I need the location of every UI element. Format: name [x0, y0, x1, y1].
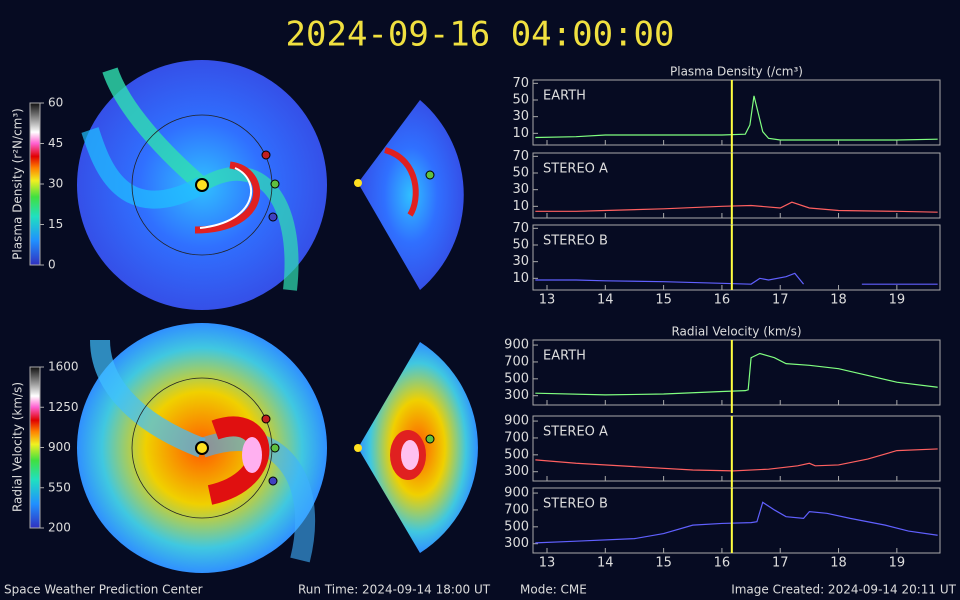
x-tick-label: 17: [772, 556, 789, 571]
y-tick-label: 50: [512, 93, 529, 108]
colorbar-tick-label: 30: [48, 177, 63, 191]
x-tick-label: 17: [772, 293, 789, 308]
x-tick-label: 14: [597, 293, 614, 308]
y-tick-label: 700: [504, 354, 529, 369]
y-tick-label: 900: [504, 414, 529, 429]
y-tick-label: 10: [512, 199, 529, 214]
series-line: [535, 448, 938, 472]
colorbar-label: Plasma Density (r²N/cm³): [11, 108, 25, 260]
y-tick-label: 300: [504, 388, 529, 403]
panel-label: STEREO A: [543, 425, 608, 440]
footer-text: Run Time: 2024-09-14 18:00 UT: [298, 583, 491, 597]
colorbar-tick-label: 1250: [48, 400, 79, 414]
colorbar: [29, 366, 41, 529]
x-tick-label: 15: [655, 556, 672, 571]
x-tick-label: 19: [889, 293, 906, 308]
panel-frame: [532, 224, 941, 291]
colorbar-tick-label: 45: [48, 136, 63, 150]
panel-title: Radial Velocity (km/s): [671, 325, 801, 339]
panel-label: STEREO B: [543, 234, 608, 249]
y-tick-label: 500: [504, 371, 529, 386]
panel-frame: [532, 487, 941, 554]
series-line: [535, 352, 938, 396]
panel-label: STEREO A: [543, 162, 608, 177]
y-tick-label: 900: [504, 486, 529, 501]
colorbar-tick-label: 200: [48, 521, 71, 535]
panel-label: EARTH: [543, 349, 586, 364]
series-line: [535, 201, 938, 213]
y-tick-label: 30: [512, 182, 529, 197]
x-tick-label: 14: [597, 556, 614, 571]
colorbar: [29, 102, 41, 266]
y-tick-label: 50: [512, 238, 529, 253]
title: 2024-09-16 04:00:00: [286, 15, 675, 55]
series-line: [535, 501, 938, 544]
panel-frame: [532, 79, 941, 146]
y-tick-label: 30: [512, 254, 529, 269]
y-tick-label: 30: [512, 109, 529, 124]
density-map: [77, 60, 464, 310]
x-tick-label: 16: [714, 293, 731, 308]
x-tick-label: 13: [539, 556, 556, 571]
y-tick-label: 300: [504, 464, 529, 479]
y-tick-label: 70: [512, 221, 529, 236]
y-tick-label: 500: [504, 519, 529, 534]
colorbar-tick-label: 60: [48, 96, 63, 110]
y-tick-label: 70: [512, 76, 529, 91]
y-tick-label: 300: [504, 536, 529, 551]
series-line: [535, 95, 938, 141]
panel-label: STEREO B: [543, 497, 608, 512]
y-tick-label: 70: [512, 149, 529, 164]
y-tick-label: 10: [512, 126, 529, 141]
footer-text: Space Weather Prediction Center: [4, 583, 203, 597]
panel-frame: [532, 152, 941, 219]
panel-label: EARTH: [543, 89, 586, 104]
series-line: [535, 272, 805, 285]
velocity-map: [77, 323, 478, 573]
footer-text: Image Created: 2024-09-14 20:11 UT: [731, 583, 956, 597]
x-tick-label: 18: [830, 293, 847, 308]
y-tick-label: 700: [504, 502, 529, 517]
y-tick-label: 10: [512, 271, 529, 286]
colorbar-tick-label: 0: [48, 258, 56, 272]
x-tick-label: 15: [655, 293, 672, 308]
colorbar-tick-label: 550: [48, 480, 71, 494]
x-tick-label: 18: [830, 556, 847, 571]
colorbar-tick-label: 1600: [48, 360, 79, 374]
y-tick-label: 700: [504, 430, 529, 445]
footer-text: Mode: CME: [520, 583, 587, 597]
colorbar-tick-label: 15: [48, 217, 63, 231]
x-tick-label: 13: [539, 293, 556, 308]
y-tick-label: 900: [504, 338, 529, 353]
x-tick-label: 16: [714, 556, 731, 571]
y-tick-label: 500: [504, 447, 529, 462]
panel-frame: [532, 415, 941, 482]
x-tick-label: 19: [889, 556, 906, 571]
colorbar-label: Radial Velocity (km/s): [11, 382, 25, 512]
panel-title: Plasma Density (/cm³): [670, 65, 803, 79]
colorbar-tick-label: 900: [48, 440, 71, 454]
panel-frame: [532, 339, 941, 406]
y-tick-label: 50: [512, 166, 529, 181]
